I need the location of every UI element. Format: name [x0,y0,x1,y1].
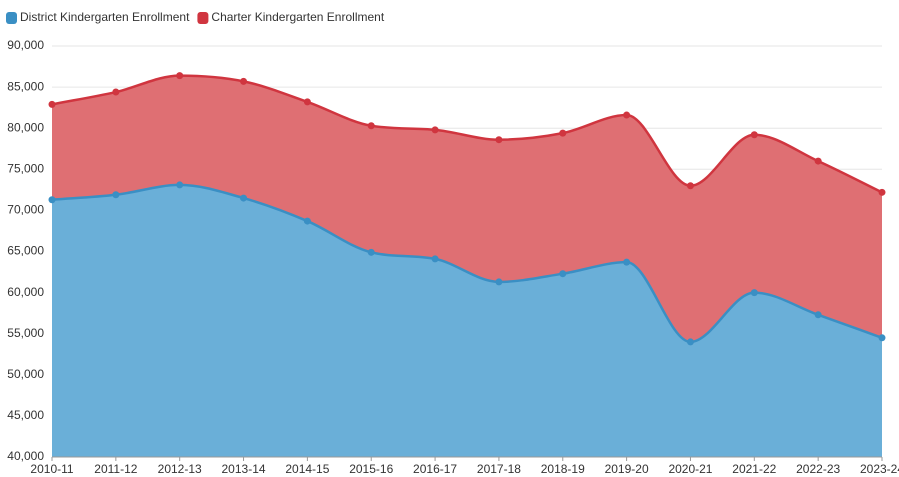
point [814,157,822,165]
point [495,136,503,144]
x-tick-label: 2021-22 [732,462,776,476]
y-tick-label: 60,000 [7,285,44,299]
point [559,270,567,278]
y-tick-label: 65,000 [7,244,44,258]
point [495,278,503,286]
point [240,194,248,202]
point [431,255,439,263]
point [303,217,311,225]
x-tick-label: 2012-13 [158,462,202,476]
legend-label: Charter Kindergarten Enrollment [211,10,384,24]
legend-swatch [6,12,17,24]
y-tick-label: 50,000 [7,367,44,381]
y-tick-label: 85,000 [7,79,44,93]
point [878,188,886,196]
x-tick-label: 2013-14 [222,462,266,476]
point [176,72,184,80]
point [623,111,631,119]
x-tick-label: 2019-20 [605,462,649,476]
point [814,311,822,319]
x-tick-label: 2014-15 [285,462,329,476]
x-tick-label: 2015-16 [349,462,393,476]
point [878,334,886,342]
y-tick-label: 80,000 [7,120,44,134]
legend-label: District Kindergarten Enrollment [20,10,190,24]
x-tick-label: 2020-21 [668,462,712,476]
point [623,258,631,266]
point [431,126,439,134]
point [686,182,694,190]
x-tick-label: 2023-24 [860,462,899,476]
line [51,183,883,344]
point [367,122,375,130]
y-tick-label: 90,000 [7,38,44,52]
line [51,74,883,194]
point [112,88,120,96]
y-tick-label: 70,000 [7,203,44,217]
point [303,98,311,106]
legend-swatch [197,12,209,24]
y-tick-label: 40,000 [7,449,44,463]
point [176,181,184,189]
point [48,100,56,108]
area [52,75,882,342]
x-tick-label: 2016-17 [413,462,457,476]
x-tick-label: 2011-12 [94,462,137,476]
y-tick-label: 75,000 [7,161,44,175]
area [52,184,882,457]
point [750,131,758,139]
x-tick-label: 2010-11 [30,462,73,476]
point [750,289,758,297]
point [559,129,567,137]
point [686,338,694,346]
point [48,196,56,204]
x-tick-label: 2022-23 [796,462,840,476]
point [240,77,248,85]
point [112,191,120,199]
y-tick-label: 55,000 [7,326,44,340]
point [367,248,375,256]
x-tick-label: 2018-19 [541,462,585,476]
x-tick-label: 2017-18 [477,462,521,476]
y-tick-label: 45,000 [7,408,44,422]
